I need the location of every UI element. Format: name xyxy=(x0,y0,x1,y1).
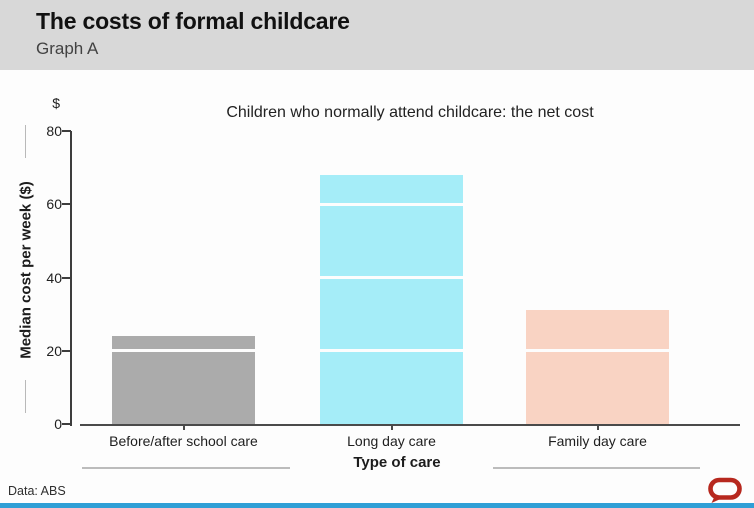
x-axis-title-rule-left xyxy=(82,467,290,469)
x-category-label: Family day care xyxy=(548,433,647,449)
y-tick-mark-80 xyxy=(62,130,71,132)
x-category-label: Before/after school care xyxy=(109,433,258,449)
gridline-40 xyxy=(80,276,740,279)
x-axis-title-rule-right xyxy=(493,467,700,469)
bar-long-day-care xyxy=(320,174,463,424)
x-tick-mark-2 xyxy=(596,425,599,430)
x-axis-title: Type of care xyxy=(353,454,441,471)
y-tick-label-60: 60 xyxy=(46,196,62,213)
y-axis-line xyxy=(70,131,72,426)
bottom-accent-bar xyxy=(0,503,754,508)
y-tick-mark-40 xyxy=(62,276,71,279)
chart-title: Children who normally attend childcare: … xyxy=(226,104,594,121)
bar-family-day-care xyxy=(526,310,669,424)
header: The costs of formal childcare Graph A xyxy=(0,0,754,70)
x-tick-mark-0 xyxy=(182,425,185,430)
gridline-60 xyxy=(80,202,740,206)
x-tick-mark-1 xyxy=(390,425,393,430)
y-tick-label-40: 40 xyxy=(46,269,62,286)
gridline-20 xyxy=(80,349,740,353)
y-axis-title-rule-bottom xyxy=(25,380,26,413)
page-title: The costs of formal childcare xyxy=(36,8,350,34)
currency-unit-label: $ xyxy=(52,95,60,111)
page-subtitle: Graph A xyxy=(36,39,99,58)
y-tick-mark-60 xyxy=(62,203,71,206)
data-source-note: Data: ABS xyxy=(8,484,66,498)
y-tick-label-20: 20 xyxy=(46,342,62,359)
y-tick-mark-20 xyxy=(62,349,71,352)
y-axis-title-rule-top xyxy=(25,125,26,158)
y-tick-label-80: 80 xyxy=(46,123,62,139)
y-tick-mark-0 xyxy=(62,423,71,425)
y-tick-label-0: 0 xyxy=(54,416,62,432)
x-category-label: Long day care xyxy=(347,433,436,449)
the-conversation-logo-icon xyxy=(708,477,742,503)
x-axis-line xyxy=(80,424,740,426)
